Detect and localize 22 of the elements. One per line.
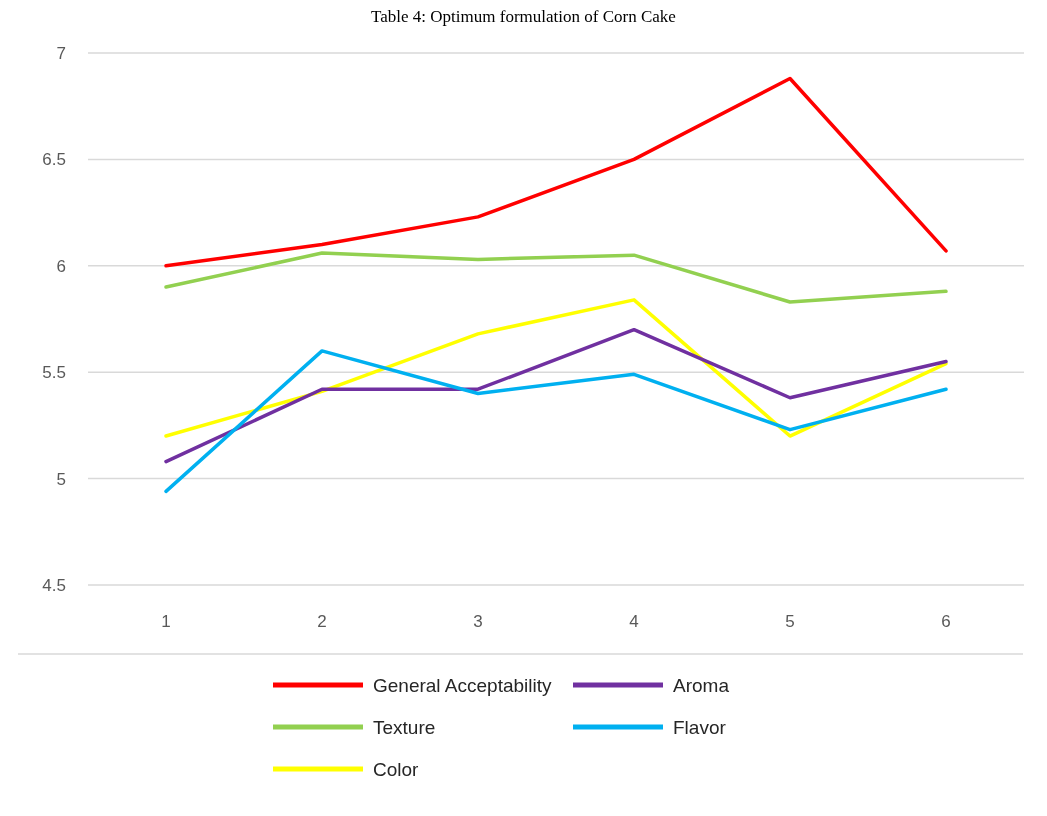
line-series bbox=[164, 76, 948, 268]
x-tick-label: 5 bbox=[785, 612, 795, 631]
x-tick-label: 2 bbox=[317, 612, 327, 631]
legend-label: General Acceptability bbox=[373, 674, 552, 696]
x-tick-label: 1 bbox=[161, 612, 171, 631]
line-series bbox=[164, 327, 948, 464]
y-tick-label: 5 bbox=[56, 469, 66, 489]
y-tick-label: 4.5 bbox=[42, 575, 66, 595]
legend-label: Color bbox=[373, 758, 420, 780]
y-tick-label: 6.5 bbox=[42, 150, 66, 170]
line-series bbox=[164, 349, 948, 494]
legend-label: Aroma bbox=[673, 674, 730, 696]
legend-label: Texture bbox=[373, 716, 436, 738]
y-tick-label: 6 bbox=[56, 256, 66, 276]
x-tick-label: 3 bbox=[473, 612, 483, 631]
x-tick-label: 6 bbox=[941, 612, 951, 631]
y-tick-label: 5.5 bbox=[42, 363, 66, 383]
x-tick-label: 4 bbox=[629, 612, 639, 631]
y-tick-label: 7 bbox=[56, 43, 66, 63]
line-series bbox=[164, 251, 948, 304]
legend-label: Flavor bbox=[673, 716, 727, 738]
chart-title: Table 4: Optimum formulation of Corn Cake bbox=[371, 7, 676, 26]
